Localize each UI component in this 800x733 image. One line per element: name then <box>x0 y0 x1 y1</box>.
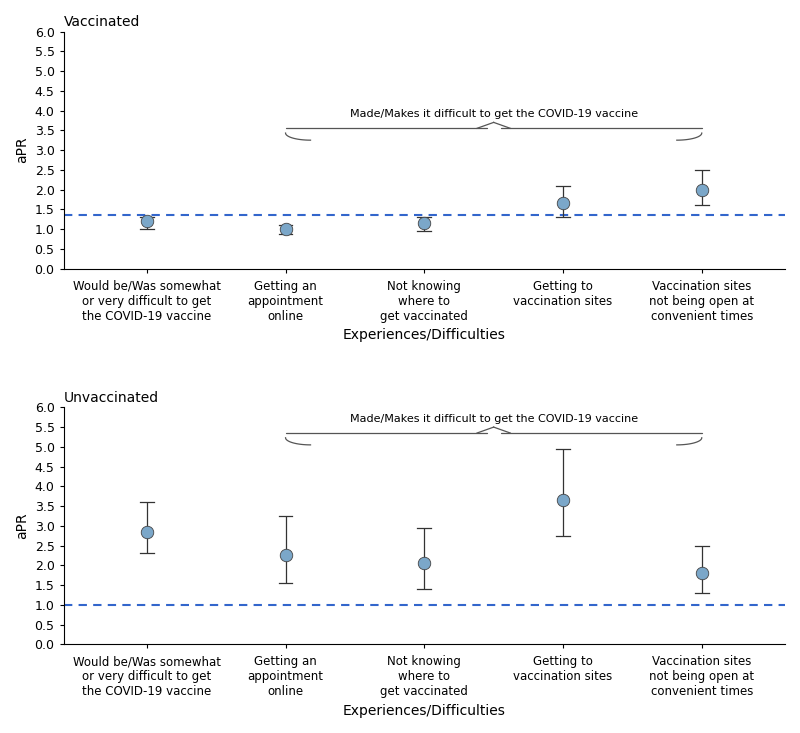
Text: Unvaccinated: Unvaccinated <box>63 391 158 405</box>
Text: Made/Makes it difficult to get the COVID-19 vaccine: Made/Makes it difficult to get the COVID… <box>350 414 638 424</box>
Y-axis label: aPR: aPR <box>15 137 29 163</box>
X-axis label: Experiences/Difficulties: Experiences/Difficulties <box>343 704 506 718</box>
Text: Made/Makes it difficult to get the COVID-19 vaccine: Made/Makes it difficult to get the COVID… <box>350 109 638 119</box>
X-axis label: Experiences/Difficulties: Experiences/Difficulties <box>343 328 506 342</box>
Y-axis label: aPR: aPR <box>15 512 29 539</box>
Text: Vaccinated: Vaccinated <box>63 15 140 29</box>
